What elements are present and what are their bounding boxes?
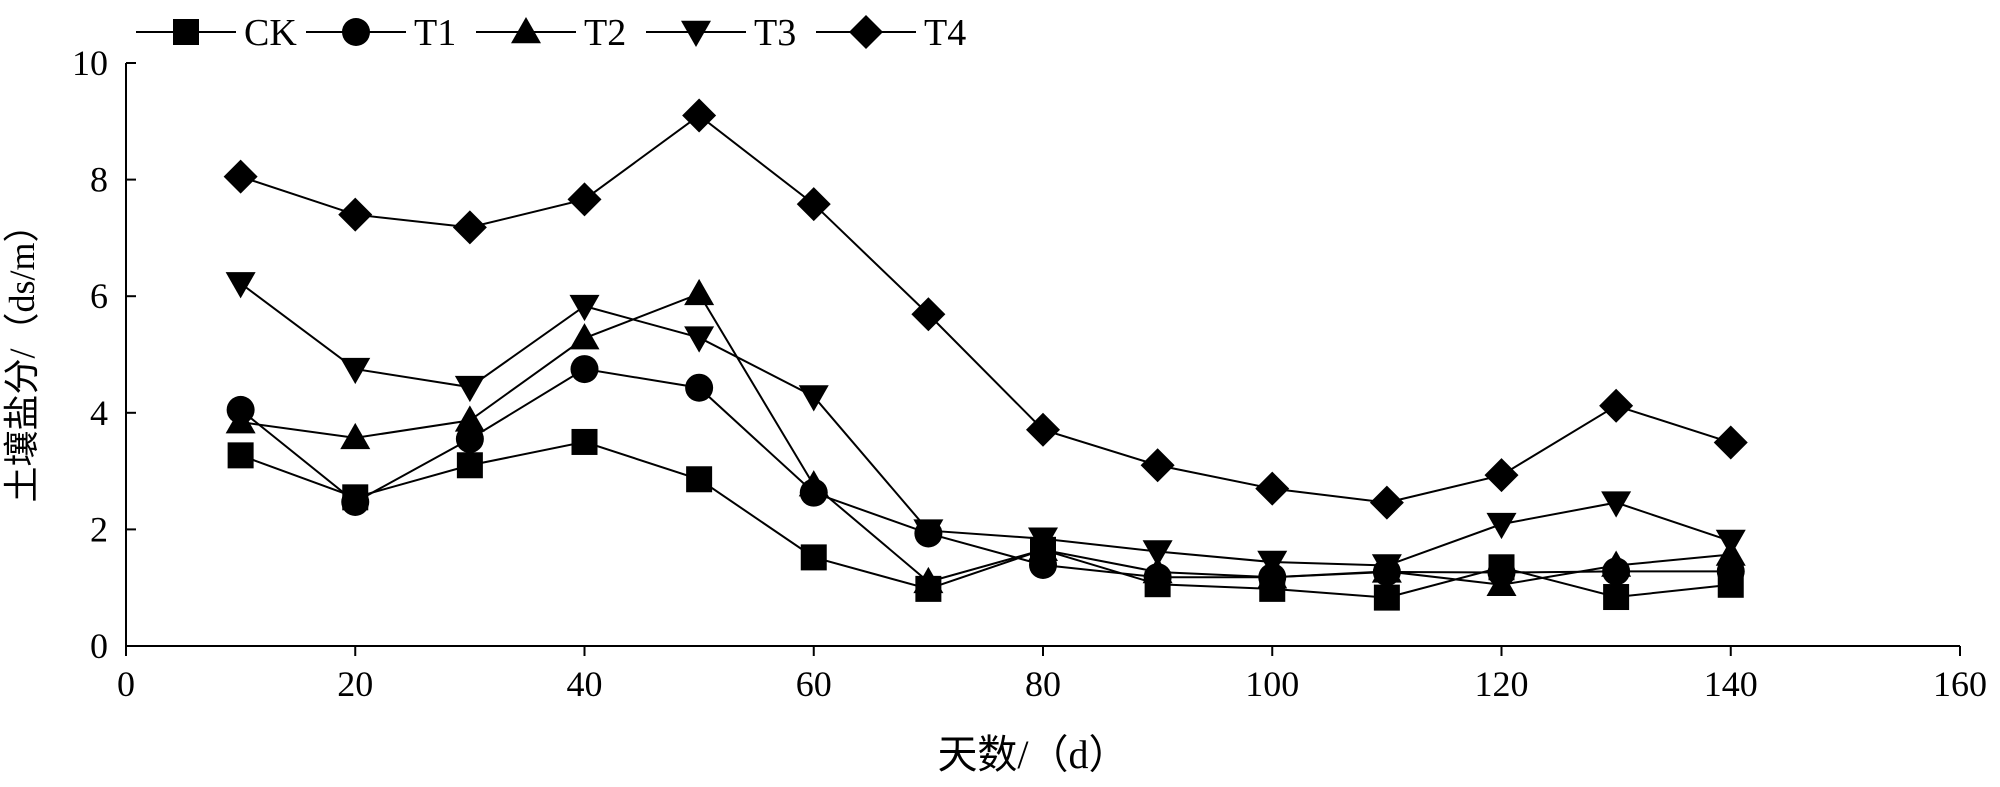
x-axis-ticks: 0 20 40 60 80 100 120 140 160	[117, 646, 1987, 704]
y-tick-label: 2	[90, 509, 108, 549]
data-point-t3	[1142, 540, 1173, 567]
axes: 0 20 40 60 80 100 120 140 160 0 2 4 6 8 10	[72, 43, 1987, 704]
legend-label-t1: T1	[414, 12, 456, 54]
data-point-t2	[1486, 569, 1517, 597]
series-line-t4	[240, 114, 1732, 504]
x-tick-label: 100	[1245, 664, 1299, 704]
data-point-t4	[1255, 471, 1290, 506]
legend-item-t1: T1	[306, 12, 456, 54]
data-point-t4	[1369, 485, 1404, 520]
x-tick-label: 120	[1475, 664, 1529, 704]
data-point-t3	[798, 385, 829, 412]
data-point-t3	[340, 357, 371, 385]
data-point-t1	[341, 487, 370, 516]
data-point-t3	[913, 519, 944, 546]
legend-marker-t1	[342, 18, 370, 46]
data-point-t2	[1601, 550, 1632, 577]
series-t3	[225, 272, 1746, 581]
data-point-t3	[1715, 529, 1746, 557]
data-point-t1	[685, 373, 714, 402]
series-line-t2	[240, 292, 1731, 586]
data-point-t4	[223, 159, 258, 194]
data-point-ck	[456, 452, 483, 479]
legend-marker-ck	[173, 19, 199, 45]
x-tick-label: 0	[117, 664, 135, 704]
legend-label-t2: T2	[584, 12, 626, 54]
legend-label-ck: CK	[244, 12, 297, 54]
series-line-t3	[240, 282, 1732, 567]
y-tick-label: 10	[72, 43, 108, 83]
data-point-t4	[1140, 448, 1175, 483]
series-ck	[227, 428, 1744, 611]
data-point-t3	[684, 326, 715, 353]
data-point-t4	[1484, 458, 1519, 493]
x-axis-title: 天数/（d）	[937, 732, 1128, 777]
y-axis-title: 土壤盐分/（ds/m）	[2, 206, 42, 502]
legend-label-t3: T3	[754, 12, 796, 54]
data-point-t4	[1599, 388, 1634, 423]
series-t1	[226, 355, 1745, 592]
series-layer	[223, 98, 1748, 611]
data-point-t3	[225, 272, 256, 299]
x-tick-label: 160	[1933, 664, 1987, 704]
data-point-t4	[796, 187, 831, 222]
data-point-t1	[455, 425, 484, 454]
data-point-t4	[1713, 425, 1748, 460]
legend-item-t2: T2	[476, 12, 626, 54]
data-point-t3	[1257, 550, 1288, 578]
x-tick-label: 60	[796, 664, 832, 704]
data-point-t2	[1142, 556, 1173, 584]
legend-label-t4: T4	[924, 12, 966, 54]
legend: CK T1 T2 T3 T4	[136, 12, 966, 54]
data-point-t4	[1026, 412, 1060, 447]
x-tick-label: 20	[337, 664, 373, 704]
series-line-t1	[239, 368, 1731, 579]
data-point-t3	[1601, 491, 1632, 518]
data-point-t3	[1028, 527, 1058, 554]
data-point-t4	[682, 98, 717, 133]
x-tick-label: 140	[1704, 664, 1758, 704]
data-point-t4	[452, 210, 487, 245]
legend-marker-t2	[511, 17, 541, 44]
data-point-t4	[911, 297, 946, 332]
data-point-ck	[227, 442, 254, 469]
legend-marker-t3	[681, 20, 711, 47]
data-point-ck	[1603, 584, 1630, 611]
y-tick-label: 8	[90, 160, 108, 200]
data-point-t2	[225, 407, 256, 434]
x-tick-label: 80	[1025, 664, 1061, 704]
data-point-t2	[684, 278, 715, 306]
legend-item-t3: T3	[646, 12, 796, 54]
series-t4	[223, 98, 1748, 520]
legend-item-t4: T4	[816, 12, 966, 54]
data-point-ck	[571, 428, 598, 455]
data-point-t2	[798, 470, 829, 497]
data-point-ck	[800, 544, 827, 571]
legend-marker-t4	[849, 15, 883, 49]
data-point-t3	[569, 294, 600, 322]
data-point-t3	[1486, 512, 1517, 540]
data-point-t3	[1371, 554, 1402, 581]
data-point-ck	[686, 466, 713, 493]
data-point-t4	[567, 182, 602, 217]
y-axis-ticks: 0 2 4 6 8 10	[72, 43, 136, 666]
legend-item-ck: CK	[136, 12, 297, 54]
data-point-t3	[454, 375, 485, 403]
data-point-t2	[454, 405, 485, 432]
data-point-t1	[570, 355, 599, 384]
y-tick-label: 0	[90, 626, 108, 666]
data-point-t2	[569, 323, 600, 350]
data-point-t2	[913, 566, 944, 594]
data-point-t2	[340, 422, 371, 450]
x-tick-label: 40	[567, 664, 603, 704]
data-point-t4	[338, 197, 373, 232]
data-point-ck	[1373, 584, 1400, 611]
y-tick-label: 6	[90, 276, 108, 316]
y-tick-label: 4	[90, 393, 108, 433]
